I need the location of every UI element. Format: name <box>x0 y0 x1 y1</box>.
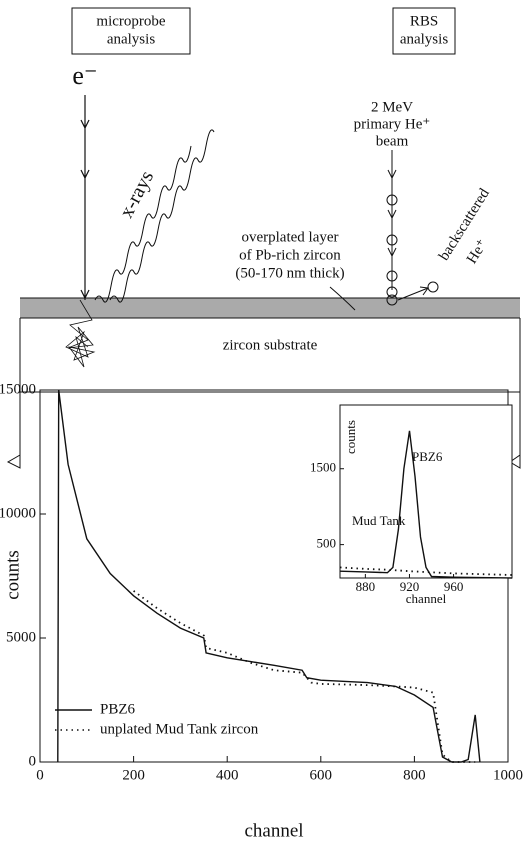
y-tick-label: 0 <box>29 753 37 769</box>
legend-label: unplated Mud Tank zircon <box>100 721 259 737</box>
beam-label: beam <box>376 133 409 149</box>
substrate-label: zircon substrate <box>223 337 318 353</box>
beam-label: primary He⁺ <box>354 116 431 132</box>
diagram <box>6 7 521 469</box>
x-tick-label: 1000 <box>493 767 523 783</box>
series-annotation: Mud Tank <box>352 513 406 528</box>
x-axis-label: channel <box>406 591 447 606</box>
backscatter-label: He⁺ <box>464 237 491 267</box>
box-label: microprobe <box>96 13 165 29</box>
box-label: analysis <box>107 31 155 47</box>
x-axis-label: channel <box>244 820 303 841</box>
xrays-label: x-rays <box>115 167 158 222</box>
y-axis-label: counts <box>2 550 23 600</box>
y-axis-label: counts <box>343 420 358 454</box>
box-label: analysis <box>400 31 448 47</box>
x-tick-label: 880 <box>356 579 376 594</box>
y-tick-label: 500 <box>317 536 337 551</box>
y-tick-label: 1500 <box>310 460 336 475</box>
box-label: RBS <box>410 13 438 29</box>
legend-label: PBZ6 <box>100 701 136 717</box>
x-tick-label: 800 <box>403 767 426 783</box>
electron-label: e⁻ <box>72 61 97 90</box>
y-tick-label: 10000 <box>0 505 36 521</box>
series-line <box>57 389 481 763</box>
layer-label: (50-170 nm thick) <box>235 265 344 281</box>
x-tick-label: 960 <box>444 579 464 594</box>
layer-label: of Pb-rich zircon <box>239 247 341 263</box>
beam-label: 2 MeV <box>371 99 413 115</box>
series-line <box>133 590 476 763</box>
x-tick-label: 920 <box>400 579 420 594</box>
y-tick-label: 5000 <box>6 629 36 645</box>
series-annotation: PBZ6 <box>412 449 443 464</box>
x-tick-label: 200 <box>122 767 145 783</box>
layer-label: overplated layer <box>241 229 338 245</box>
x-tick-label: 600 <box>310 767 333 783</box>
plot-frame <box>339 404 513 579</box>
y-tick-label: 15000 <box>0 381 36 397</box>
series-line <box>339 430 513 579</box>
x-tick-label: 400 <box>216 767 239 783</box>
x-tick-label: 0 <box>36 767 44 783</box>
